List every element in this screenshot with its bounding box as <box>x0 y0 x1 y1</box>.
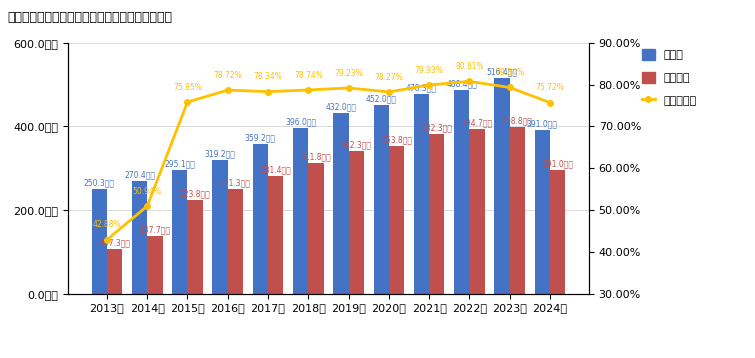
Text: 311.8億円: 311.8億円 <box>300 153 331 162</box>
Text: 250.3億円: 250.3億円 <box>84 178 115 187</box>
Text: 79.34%: 79.34% <box>495 68 524 77</box>
営業利益率 <box>183 100 192 104</box>
Line: 営業利益率: 営業利益率 <box>104 78 553 242</box>
Legend: 売上高, 営業利益, 営業利益率: 売上高, 営業利益, 営業利益率 <box>636 44 703 111</box>
Bar <box>268 176 283 294</box>
Bar <box>212 160 228 294</box>
営業利益率 <box>545 101 554 105</box>
Text: 75.85%: 75.85% <box>173 83 202 92</box>
Bar <box>470 129 485 294</box>
Bar <box>172 170 187 294</box>
Bar <box>333 113 349 294</box>
Bar <box>374 105 389 294</box>
Text: 80.81%: 80.81% <box>455 62 484 71</box>
Bar <box>454 90 470 294</box>
Text: 391.0億円: 391.0億円 <box>527 120 558 129</box>
Bar <box>535 130 550 294</box>
Text: 398.8億円: 398.8億円 <box>502 116 533 125</box>
Text: 137.7億円: 137.7億円 <box>140 226 171 234</box>
営業利益率 <box>103 238 112 242</box>
Bar <box>308 163 324 294</box>
Text: 223.8億円: 223.8億円 <box>180 189 211 198</box>
Bar <box>91 189 107 294</box>
Text: 478.3億円: 478.3億円 <box>406 83 437 92</box>
Text: 319.2億円: 319.2億円 <box>205 150 236 159</box>
Bar <box>550 170 565 294</box>
Text: 50.94%: 50.94% <box>133 187 162 196</box>
Text: 78.34%: 78.34% <box>254 72 282 81</box>
Text: 79.93%: 79.93% <box>414 66 444 74</box>
営業利益率 <box>465 79 474 83</box>
Text: 391.0億円: 391.0億円 <box>542 159 573 168</box>
Text: 295.1億円: 295.1億円 <box>165 160 196 169</box>
Text: 382.3億円: 382.3億円 <box>421 123 452 132</box>
Text: 42.88%: 42.88% <box>93 220 122 229</box>
Bar <box>187 200 203 294</box>
Bar <box>147 236 162 294</box>
営業利益率 <box>384 90 393 94</box>
Text: 516.4億円: 516.4億円 <box>486 67 517 76</box>
Text: 353.8億円: 353.8億円 <box>381 135 412 144</box>
Bar <box>389 146 404 294</box>
Text: 488.4億円: 488.4億円 <box>446 79 477 88</box>
Text: 281.4億円: 281.4億円 <box>260 165 291 174</box>
Text: 251.3億円: 251.3億円 <box>220 178 251 187</box>
Bar <box>349 151 364 294</box>
営業利益率 <box>344 86 353 90</box>
Text: 396.0億円: 396.0億円 <box>285 117 316 126</box>
Text: 78.27%: 78.27% <box>374 73 403 82</box>
Text: 452.0億円: 452.0億円 <box>365 94 396 103</box>
営業利益率 <box>143 204 152 208</box>
営業利益率 <box>424 83 433 87</box>
Text: 78.72%: 78.72% <box>214 71 242 79</box>
Bar <box>414 94 429 294</box>
Text: 394.7億円: 394.7億円 <box>461 118 492 127</box>
Bar <box>253 144 268 294</box>
Bar <box>429 134 445 294</box>
Text: 359.2億円: 359.2億円 <box>245 133 276 142</box>
営業利益率 <box>304 88 313 92</box>
Text: 432.0億円: 432.0億円 <box>325 102 356 111</box>
Bar <box>495 78 510 294</box>
Bar <box>293 128 308 294</box>
営業利益率 <box>505 85 514 90</box>
営業利益率 <box>263 90 273 94</box>
営業利益率 <box>223 88 233 92</box>
Text: 79.23%: 79.23% <box>334 68 363 77</box>
Bar <box>510 127 525 294</box>
Text: 107.3億円: 107.3億円 <box>99 238 130 247</box>
Text: 78.74%: 78.74% <box>294 71 322 79</box>
Bar <box>228 189 243 294</box>
Text: 342.3億円: 342.3億円 <box>341 140 371 149</box>
Bar <box>107 249 122 294</box>
Text: 75.72%: 75.72% <box>535 83 564 92</box>
Text: 270.4億円: 270.4億円 <box>124 170 155 179</box>
Bar <box>132 181 147 294</box>
Text: 全国保証の売上高・営業利益・営業利益率の推移: 全国保証の売上高・営業利益・営業利益率の推移 <box>8 11 173 24</box>
